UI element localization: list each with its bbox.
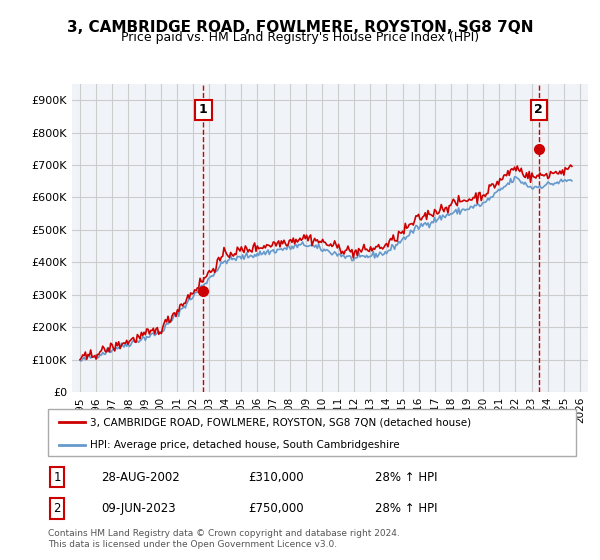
FancyBboxPatch shape: [48, 409, 576, 456]
Text: 1: 1: [199, 104, 208, 116]
Text: 1: 1: [53, 470, 61, 484]
Text: 09-JUN-2023: 09-JUN-2023: [101, 502, 175, 515]
Text: Contains HM Land Registry data © Crown copyright and database right 2024.
This d: Contains HM Land Registry data © Crown c…: [48, 529, 400, 549]
Text: 3, CAMBRIDGE ROAD, FOWLMERE, ROYSTON, SG8 7QN (detached house): 3, CAMBRIDGE ROAD, FOWLMERE, ROYSTON, SG…: [90, 417, 472, 427]
Text: 3, CAMBRIDGE ROAD, FOWLMERE, ROYSTON, SG8 7QN: 3, CAMBRIDGE ROAD, FOWLMERE, ROYSTON, SG…: [67, 20, 533, 35]
Text: 28% ↑ HPI: 28% ↑ HPI: [376, 470, 438, 484]
Text: 28% ↑ HPI: 28% ↑ HPI: [376, 502, 438, 515]
Text: Price paid vs. HM Land Registry's House Price Index (HPI): Price paid vs. HM Land Registry's House …: [121, 31, 479, 44]
Text: 28-AUG-2002: 28-AUG-2002: [101, 470, 179, 484]
Text: £310,000: £310,000: [248, 470, 304, 484]
Text: 2: 2: [534, 104, 543, 116]
Text: HPI: Average price, detached house, South Cambridgeshire: HPI: Average price, detached house, Sout…: [90, 440, 400, 450]
Text: £750,000: £750,000: [248, 502, 304, 515]
Text: 2: 2: [53, 502, 61, 515]
